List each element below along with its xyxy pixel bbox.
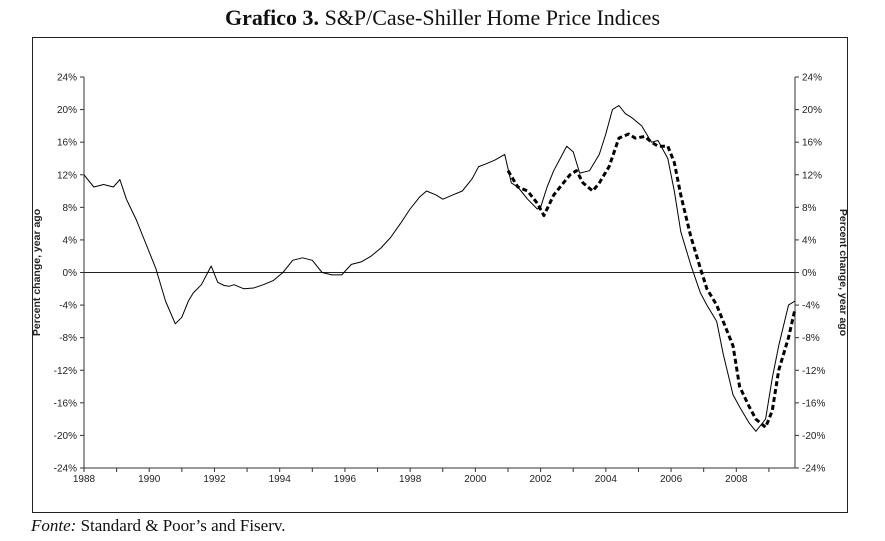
x-tick-label: 1988: [73, 474, 96, 485]
y-tick-label-left: -8%: [59, 333, 77, 344]
chart-svg: -24% -24% -20% -20% -16% -16% -12% -12% -8% -8% -4…: [33, 73, 847, 486]
y-tick-label-right: 8%: [802, 203, 817, 214]
y-axis-label-left: Percent change, year ago: [33, 209, 43, 336]
y-tick-label-left: 20%: [57, 105, 77, 116]
x-tick-label: 1994: [269, 474, 292, 485]
y-tick-label-right: -16%: [802, 398, 825, 409]
y-tick-label-left: 0%: [63, 268, 78, 279]
chart-title: Grafico 3. S&P/Case-Shiller Home Price I…: [0, 5, 885, 31]
y-tick-label-left: -4%: [59, 301, 77, 312]
series-line-dashed: [506, 132, 797, 429]
x-tick-label: 2000: [464, 474, 487, 485]
y-tick-label-right: 20%: [802, 105, 822, 116]
x-tick-label: 1990: [138, 474, 161, 485]
y-tick-label-right: 16%: [802, 138, 822, 149]
y-tick-label-left: 24%: [57, 73, 77, 84]
title-prefix: Grafico 3.: [224, 5, 320, 30]
y-tick-label-right: 12%: [802, 170, 822, 181]
x-tick-label: 1996: [334, 474, 357, 485]
x-tick-label: 1992: [203, 474, 226, 485]
x-tick-label: 2008: [725, 474, 748, 485]
y-tick-label-left: -20%: [54, 431, 77, 442]
y-tick-label-left: -16%: [54, 398, 77, 409]
y-tick-label-left: 12%: [57, 170, 77, 181]
y-tick-label-left: 8%: [63, 203, 78, 214]
x-tick-label: 2002: [529, 474, 552, 485]
series-line-solid: [83, 105, 796, 432]
y-tick-label-left: 4%: [63, 235, 78, 246]
x-tick-label: 1998: [399, 474, 422, 485]
y-tick-label-right: 24%: [802, 73, 822, 84]
chart-frame: -24% -24% -20% -20% -16% -16% -12% -12% -8% -8% -4…: [32, 37, 848, 513]
source-text: Standard & Poor’s and Fiserv.: [80, 516, 286, 535]
title-text: S&P/Case-Shiller Home Price Indices: [324, 5, 661, 30]
y-tick-label-right: -12%: [802, 366, 825, 377]
x-tick-label: 2004: [595, 474, 618, 485]
y-tick-label-right: -4%: [802, 301, 820, 312]
source-prefix: Fonte:: [31, 516, 77, 535]
y-tick-label-right: -8%: [802, 333, 820, 344]
source-note: Fonte: Standard & Poor’s and Fiserv.: [31, 516, 286, 536]
x-tick-label: 2006: [660, 474, 683, 485]
y-tick-label-left: -24%: [54, 464, 77, 475]
y-axis-label-right: Percent change, year ago: [837, 209, 847, 336]
y-tick-label-left: 16%: [57, 138, 77, 149]
y-tick-label-right: 0%: [802, 268, 817, 279]
y-tick-label-right: 4%: [802, 235, 817, 246]
y-tick-label-right: -24%: [802, 464, 825, 475]
y-tick-label-left: -12%: [54, 366, 77, 377]
y-tick-label-right: -20%: [802, 431, 825, 442]
